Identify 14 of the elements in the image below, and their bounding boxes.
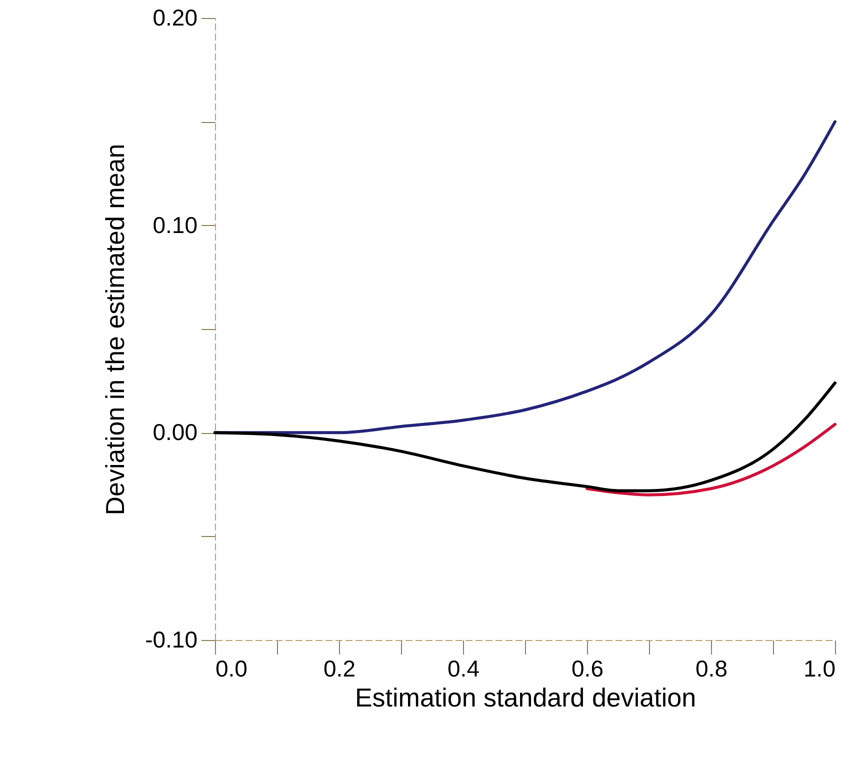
line-series [586, 422, 836, 496]
x-tick-label: 0.8 [696, 656, 728, 682]
y-axis-title: Deviation in the estimated mean [100, 144, 130, 516]
x-tick-label: 0.4 [448, 656, 480, 682]
y-tick-label: 0.10 [152, 212, 198, 238]
y-tick-label: 0.00 [152, 419, 198, 446]
x-tick-label: 0.2 [324, 656, 356, 682]
y-tick-label: 0.20 [152, 4, 198, 30]
x-tick-label: 0.6 [572, 656, 604, 682]
x-axis-title: Estimation standard deviation [354, 682, 696, 712]
x-tick-label: 1.0 [804, 656, 836, 682]
y-tick-label: -0.10 [145, 626, 198, 652]
line-series [214, 381, 836, 492]
x-tick-label: 0.0 [216, 656, 248, 682]
